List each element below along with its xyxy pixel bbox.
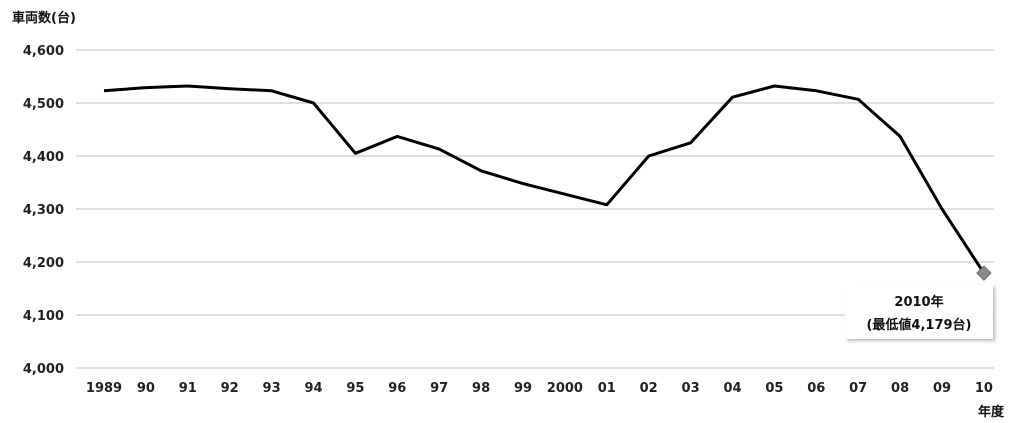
x-axis-label: 年度 [978, 404, 1005, 420]
x-tick-label: 09 [933, 381, 951, 396]
x-tick-label: 97 [430, 381, 448, 396]
x-tick-label: 94 [304, 381, 322, 396]
x-tick-label: 05 [765, 381, 783, 396]
x-tick-label: 06 [807, 381, 825, 396]
x-tick-label: 90 [137, 381, 155, 396]
y-tick-label: 4,600 [23, 44, 64, 59]
annotation-line2: (最低値4,179台) [866, 317, 971, 333]
series-layer [103, 84, 992, 281]
x-tick-label: 02 [640, 381, 658, 396]
x-tick-label: 04 [723, 381, 741, 396]
x-tick-label: 95 [346, 381, 364, 396]
x-tick-label: 1989 [86, 381, 122, 396]
x-tick-label: 92 [221, 381, 239, 396]
x-tick-label: 01 [598, 381, 616, 396]
x-tick-label: 08 [891, 381, 909, 396]
x-tick-label: 07 [849, 381, 867, 396]
x-tick-label: 10 [975, 381, 993, 396]
x-tick-label: 93 [263, 381, 281, 396]
x-tick-label: 03 [682, 381, 700, 396]
x-tick-label: 99 [514, 381, 532, 396]
x-tick-label: 91 [179, 381, 197, 396]
y-tick-label: 4,200 [23, 256, 64, 271]
y-axis-ticks: 4,000 4,100 4,200 4,300 4,400 4,500 4,600 [23, 44, 64, 377]
x-tick-label: 98 [472, 381, 490, 396]
y-tick-label: 4,100 [23, 309, 64, 324]
data-point-marker [976, 265, 992, 281]
x-axis-ticks: 1989 90 91 92 93 94 95 96 97 98 99 2000 01 02 03 04 05 06… [86, 381, 993, 396]
annotation-line1: 2010年 [894, 294, 943, 310]
y-axis-label: 車両数(台) [12, 10, 76, 26]
y-tick-label: 4,400 [23, 150, 64, 165]
x-tick-label: 96 [388, 381, 406, 396]
y-tick-label: 4,000 [23, 362, 64, 377]
annotation-box [845, 285, 993, 339]
series-line [103, 84, 986, 274]
y-tick-label: 4,500 [23, 97, 64, 112]
gridlines [76, 49, 994, 369]
annotation-callout: 2010年 (最低値4,179台) [845, 285, 993, 339]
y-tick-label: 4,300 [23, 203, 64, 218]
x-tick-label: 2000 [547, 381, 583, 396]
